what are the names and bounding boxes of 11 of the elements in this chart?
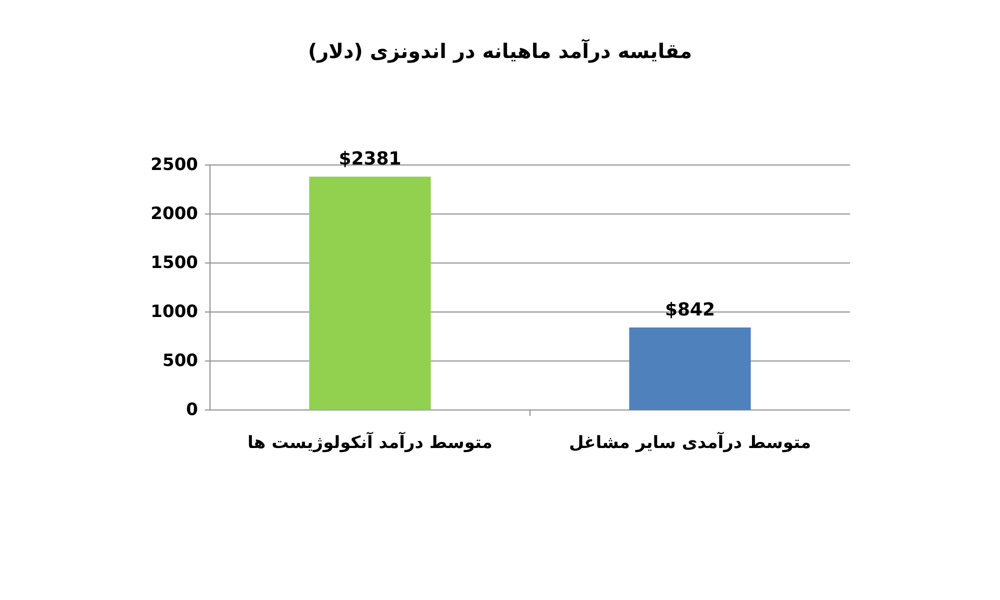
data-label: $842 <box>664 299 716 320</box>
ytick: 2500 <box>150 155 198 175</box>
data-label: $2381 <box>338 148 402 170</box>
xtick: متوسط درآمد آنکولوژیست ها <box>248 433 492 453</box>
ytick: 1000 <box>150 302 198 322</box>
ytick: 2000 <box>150 204 198 224</box>
ytick: 500 <box>162 351 198 371</box>
ytick: 1500 <box>150 253 198 273</box>
title: مقایسه درآمد ماهیانه در اندونزی (دلار) <box>308 39 692 63</box>
xtick: متوسط درآمدی سایر مشاغل <box>568 433 812 453</box>
ytick: 0 <box>186 400 198 420</box>
